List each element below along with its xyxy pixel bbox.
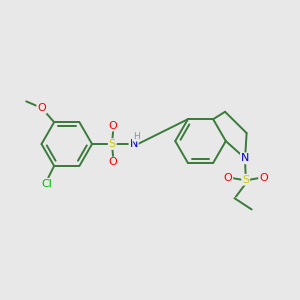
Text: O: O [109, 121, 118, 130]
Text: S: S [109, 139, 116, 149]
Text: N: N [130, 139, 138, 149]
Text: O: O [109, 158, 118, 167]
Text: N: N [241, 153, 249, 163]
Text: S: S [242, 175, 249, 185]
Text: O: O [259, 173, 268, 183]
Text: H: H [133, 132, 140, 141]
Text: O: O [224, 173, 232, 183]
Text: Cl: Cl [41, 179, 52, 189]
Text: O: O [37, 103, 46, 113]
